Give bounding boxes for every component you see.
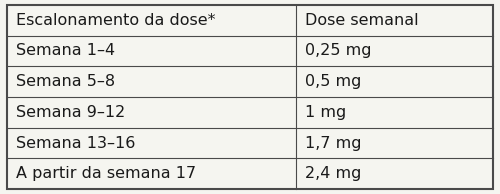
Text: 0,25 mg: 0,25 mg [305,43,372,58]
Text: Semana 5–8: Semana 5–8 [16,74,115,89]
Text: Semana 13–16: Semana 13–16 [16,136,136,151]
Text: Semana 9–12: Semana 9–12 [16,105,125,120]
Text: Dose semanal: Dose semanal [305,13,419,28]
Text: 1 mg: 1 mg [305,105,346,120]
Text: 2,4 mg: 2,4 mg [305,166,362,181]
Text: Semana 1–4: Semana 1–4 [16,43,115,58]
Text: 0,5 mg: 0,5 mg [305,74,362,89]
Text: 1,7 mg: 1,7 mg [305,136,362,151]
Text: A partir da semana 17: A partir da semana 17 [16,166,196,181]
Text: Escalonamento da dose*: Escalonamento da dose* [16,13,216,28]
